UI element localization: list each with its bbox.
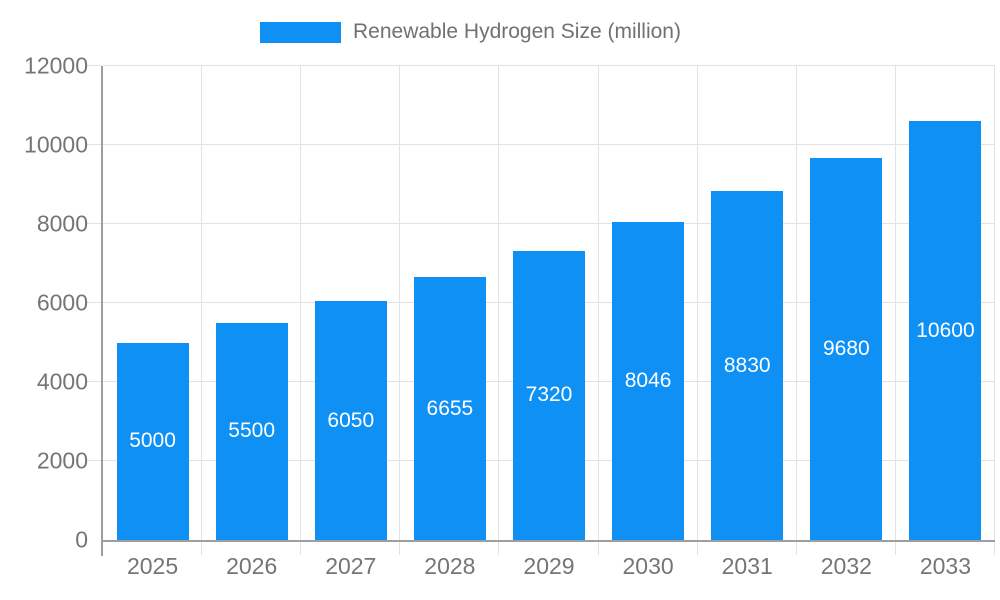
bar-2025[interactable]: 5000 [116,342,189,540]
gridline-v [696,66,698,540]
x-tick [300,540,302,555]
bar-value-label: 6655 [426,396,474,420]
bar-2031[interactable]: 8830 [711,191,784,540]
bar-value-label: 5500 [228,419,276,443]
y-axis-tick-label: 10000 [24,131,88,158]
y-tick [87,460,101,461]
gridline-h [103,65,995,66]
legend-swatch-icon [260,21,341,43]
bar-2032[interactable]: 9680 [810,157,883,540]
y-tick [87,65,101,66]
gridline-v [300,66,302,540]
y-axis-tick-label: 6000 [36,289,88,316]
x-axis-tick-label: 2031 [721,553,773,579]
gridline-v [201,66,203,540]
gridline-h [103,144,995,145]
gridline-v [994,66,995,540]
y-axis-tick-label: 4000 [36,368,88,395]
y-tick [87,223,101,224]
plot-area: 5000 5500 6050 6655 7320 8046 8830 9680 10600 [87,65,995,556]
gridline-v [795,66,797,540]
x-tick [894,540,896,555]
x-tick [795,540,797,555]
bar-value-label: 6050 [327,408,375,432]
y-axis-tick-label: 0 [75,526,88,553]
x-tick [994,540,995,555]
bar-value-label: 10600 [916,318,975,342]
x-axis-tick-label: 2029 [523,553,575,579]
gridline-v [399,66,401,540]
x-axis-tick-label: 2025 [126,553,179,579]
x-tick [399,540,401,555]
bar-2028[interactable]: 6655 [413,277,486,540]
x-axis-tick-label: 2032 [820,553,872,579]
y-tick [87,302,101,303]
gridline-v [894,66,896,540]
bar-value-label: 8046 [624,369,672,393]
x-axis-tick-label: 2030 [622,553,674,579]
y-axis-tick-label: 8000 [36,210,88,237]
bar-2030[interactable]: 8046 [612,222,685,540]
bar-2026[interactable]: 5500 [215,322,288,540]
gridline-h [103,223,995,224]
x-axis-tick-label: 2027 [325,553,377,579]
x-axis-tick-label: 2028 [424,553,476,579]
bar-2027[interactable]: 6050 [314,301,387,540]
y-tick [87,381,101,382]
bar-value-label: 7320 [525,383,573,407]
y-tick [87,144,101,145]
gridline-v [597,66,599,540]
x-tick [696,540,698,555]
bar-value-label: 8830 [723,353,771,377]
bar-value-label: 9680 [822,336,870,360]
bar-2033[interactable]: 10600 [909,121,982,540]
legend-label: Renewable Hydrogen Size (million) [353,20,681,43]
x-axis-tick-label: 2033 [919,553,972,579]
x-tick [597,540,599,555]
x-axis-line [101,540,995,542]
gridline-v [498,66,500,540]
bar-value-label: 5000 [129,429,176,453]
legend[interactable]: Renewable Hydrogen Size (million) [260,21,681,43]
bar-2029[interactable]: 7320 [513,250,585,540]
y-axis-tick-label: 12000 [24,52,88,79]
x-tick [498,540,500,555]
x-axis-tick-label: 2026 [226,553,278,579]
y-axis-tick-label: 2000 [36,447,88,474]
y-axis-line [101,66,103,556]
x-tick [201,540,203,555]
